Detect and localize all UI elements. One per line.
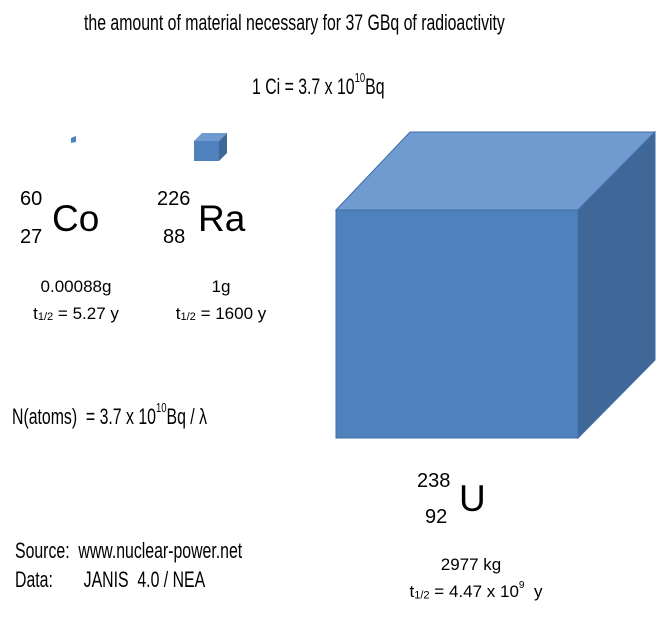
- half-life-symbol: t: [175, 304, 181, 323]
- atomic-number: 88: [163, 226, 186, 248]
- element-symbol: U: [459, 478, 486, 519]
- half-life-subscript: 1/2: [414, 589, 430, 602]
- source-label: Source:: [15, 538, 70, 563]
- element-symbol: Co: [52, 198, 100, 239]
- title: the amount of material necessary for 37 …: [84, 10, 505, 35]
- half-life-value: = 1600 y: [200, 304, 267, 323]
- conversion: 1 Ci = 3.7 x 1010Bq: [252, 70, 385, 100]
- half-life-exponent: 9: [518, 580, 525, 591]
- mass-number: 226: [157, 188, 191, 210]
- half-life-symbol: t: [33, 304, 38, 323]
- half-life: t1/2 = 5.27 y: [33, 304, 119, 324]
- half-life-unit: y: [534, 582, 543, 602]
- conversion-text: 1 Ci = 3.7 x 10: [252, 73, 355, 99]
- amount: 1g: [211, 277, 231, 296]
- element-symbol: Ra: [198, 198, 246, 239]
- data-value: JANIS 4.0 / NEA: [83, 567, 206, 592]
- half-life-value: = 4.47 x 10: [434, 582, 519, 602]
- source: Source: www.nuclear-power.net: [15, 538, 242, 564]
- cobalt-cube: [71, 136, 76, 143]
- conversion-exponent: 10: [354, 70, 366, 85]
- half-life-subscript: 1/2: [180, 311, 196, 324]
- half-life: t1/2 = 4.47 x 109 y: [409, 580, 542, 602]
- formula-text: N(atoms) = 3.7 x 10: [12, 403, 156, 429]
- uranium-cube: [334, 130, 657, 440]
- conversion-unit: Bq: [365, 73, 385, 99]
- radium-cube: [194, 133, 227, 161]
- mass-number: 60: [20, 188, 43, 210]
- half-life-symbol: t: [409, 582, 415, 602]
- data-credit: Data: JANIS 4.0 / NEA: [15, 567, 205, 593]
- amount: 0.00088g: [40, 277, 112, 296]
- amount: 2977 kg: [440, 555, 502, 574]
- data-label: Data:: [15, 567, 53, 592]
- formula: N(atoms) = 3.7 x 1010Bq / λ: [12, 400, 207, 430]
- atomic-number: 92: [425, 506, 448, 528]
- atomic-number: 27: [20, 226, 43, 248]
- formula-unit: Bq / λ: [166, 403, 208, 429]
- half-life-value: = 5.27 y: [57, 304, 119, 323]
- formula-exponent: 10: [155, 400, 167, 415]
- source-value: www.nuclear-power.net: [78, 538, 243, 563]
- mass-number: 238: [417, 470, 451, 492]
- half-life-subscript: 1/2: [37, 311, 54, 324]
- half-life: t1/2 = 1600 y: [176, 304, 267, 324]
